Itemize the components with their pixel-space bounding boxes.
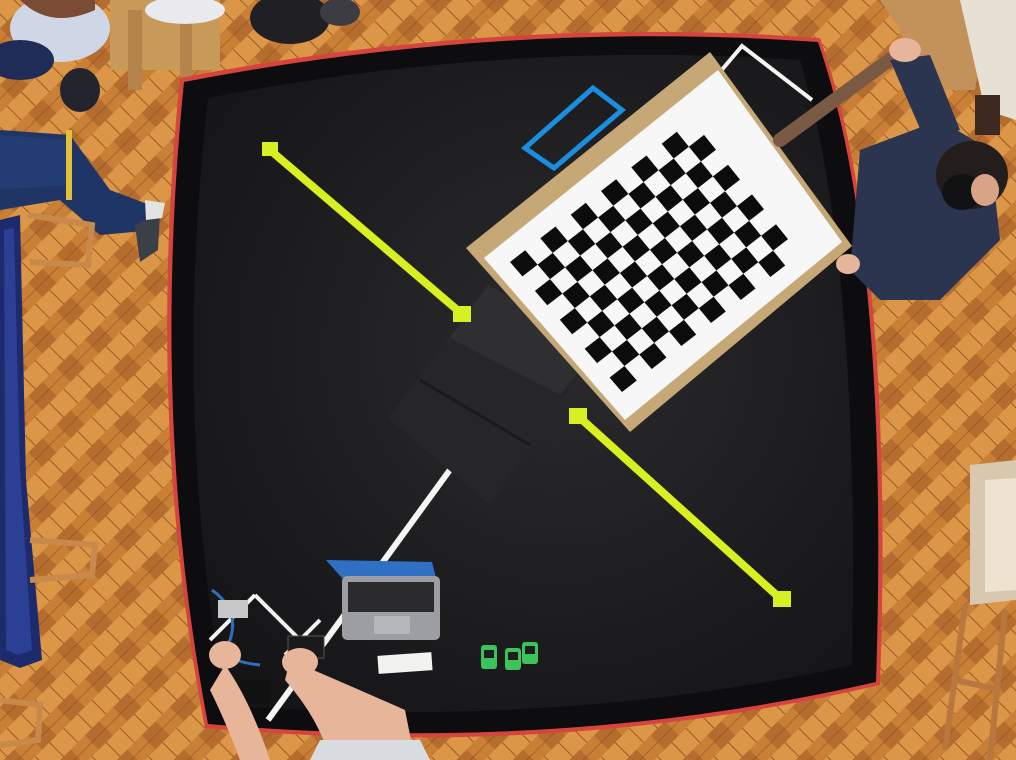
blue-marker [520, 84, 626, 172]
checker-square [562, 281, 590, 309]
checker-square [595, 232, 623, 259]
checker-squares [510, 131, 788, 392]
checker-square [540, 226, 568, 253]
robot [505, 648, 521, 670]
checker-square [601, 179, 629, 206]
checker-square [671, 293, 699, 320]
checker-square [639, 342, 667, 369]
checker-square [682, 188, 710, 215]
checker-square [622, 235, 650, 262]
checker-square [712, 164, 740, 192]
checker-square [658, 158, 686, 186]
robot [522, 642, 538, 664]
checker-square [589, 284, 618, 311]
checker-square [641, 316, 669, 343]
checker-square [584, 337, 612, 364]
checker-square [655, 185, 683, 212]
checker-square [534, 279, 563, 306]
checker-square [731, 247, 759, 274]
checker-square [570, 202, 599, 230]
checker-square [704, 244, 732, 271]
checker-square [701, 270, 729, 297]
checker-square [647, 264, 675, 291]
robots-group [481, 642, 538, 670]
white-card [377, 652, 433, 674]
left-person-legs [0, 130, 165, 262]
yellow-bar-bottom-right [569, 408, 791, 607]
checker-square [761, 224, 788, 251]
checker-square [614, 313, 642, 340]
background-people-top-left [0, 0, 360, 112]
checker-square [565, 255, 593, 282]
laptop-trackpad [374, 616, 410, 634]
robot [481, 645, 497, 669]
right-background [880, 0, 1016, 760]
checker-square [661, 131, 689, 159]
right-person [836, 38, 1008, 300]
checker-square [710, 191, 737, 218]
checker-square [592, 258, 620, 285]
laptop-keyboard [348, 582, 434, 612]
laptop-screen [326, 560, 436, 578]
checker-square [652, 211, 680, 238]
yellow-bar-top-left [262, 142, 471, 322]
checker-square [644, 290, 672, 317]
checker-square [625, 208, 653, 235]
left-stools [0, 212, 99, 748]
wooden-pole [773, 51, 899, 147]
checker-square [628, 182, 656, 209]
checker-square [559, 308, 588, 335]
checker-square [728, 273, 756, 300]
checker-square [617, 287, 645, 314]
checker-square [669, 319, 697, 346]
checker-square [631, 155, 659, 183]
laptop [326, 560, 440, 640]
checker-square [674, 267, 702, 294]
checker-square [598, 205, 626, 233]
checker-square [510, 250, 538, 277]
checker-square [688, 134, 716, 162]
checker-square [587, 310, 615, 338]
bottom-person [209, 641, 430, 760]
checker-square [707, 217, 735, 245]
white-corner-line [718, 43, 814, 102]
checker-square [649, 238, 678, 265]
checker-square [677, 241, 705, 268]
checker-square [737, 194, 764, 221]
checker-square [734, 220, 762, 248]
checker-square [679, 214, 708, 241]
checkerboard-calibration-target [466, 52, 852, 432]
checker-square [609, 366, 637, 392]
checker-square [619, 261, 648, 288]
checker-square [612, 340, 640, 366]
checker-square [758, 250, 786, 277]
checker-square [537, 252, 566, 280]
checker-square [698, 296, 726, 323]
checker-square [685, 161, 713, 189]
checker-square [567, 229, 596, 256]
